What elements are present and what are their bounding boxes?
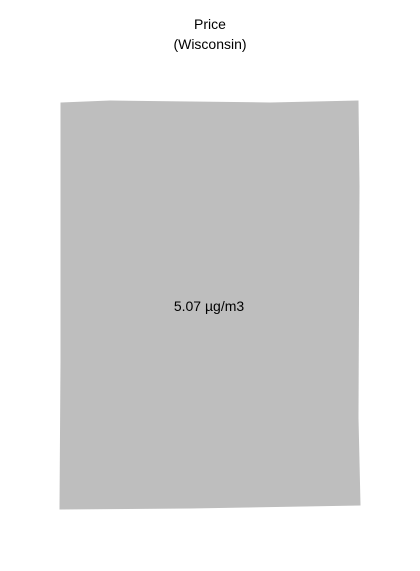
region-shape-wisconsin: [59, 100, 361, 510]
map-title: Price (Wisconsin): [0, 14, 420, 54]
map-title-line-2: (Wisconsin): [173, 36, 247, 52]
region-value-label: 5.07 µg/m3: [174, 298, 245, 314]
map-title-line-1: Price: [194, 16, 226, 32]
